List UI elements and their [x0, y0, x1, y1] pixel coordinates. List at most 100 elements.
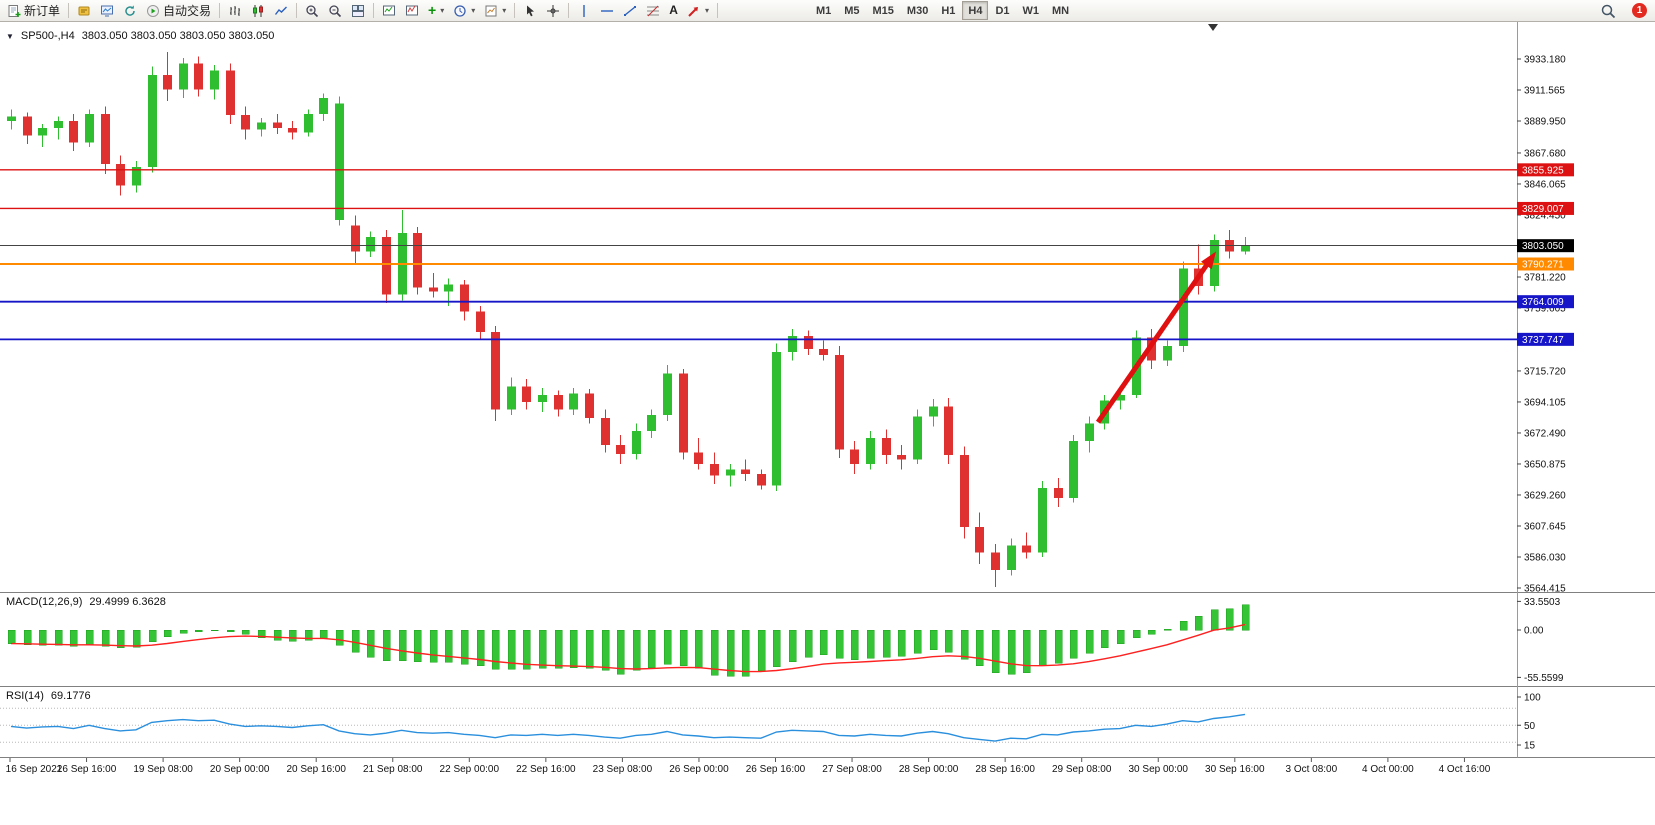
svg-text:33.5503: 33.5503: [1524, 597, 1561, 608]
svg-text:3803.050: 3803.050: [1522, 241, 1564, 252]
bar-chart-icon: [230, 5, 241, 16]
svg-text:3829.007: 3829.007: [1522, 204, 1564, 215]
svg-text:26 Sep 16:00: 26 Sep 16:00: [746, 764, 806, 775]
timeframe-button-mn[interactable]: MN: [1046, 1, 1075, 20]
dropdown-caret-icon: ▾: [440, 5, 445, 15]
metaeditor-button[interactable]: [73, 1, 95, 20]
rsi-line: [10, 713, 1246, 742]
templates-button[interactable]: ▾: [480, 1, 510, 20]
dropdown-caret-icon: ▾: [704, 5, 709, 15]
notification-badge[interactable]: 1: [1632, 3, 1647, 18]
chart-shift-marker[interactable]: [1208, 24, 1218, 31]
svg-text:4 Oct 00:00: 4 Oct 00:00: [1362, 764, 1414, 775]
fibonacci-tool-button[interactable]: [642, 1, 664, 20]
hline-object-3790.271[interactable]: 3790.271: [0, 257, 1574, 271]
chart-canvas[interactable]: 3933.180 3911.565 3889.950 3867.680 3846.065…: [0, 22, 1655, 825]
svg-text:3846.065: 3846.065: [1524, 179, 1566, 190]
svg-text:3781.220: 3781.220: [1524, 272, 1566, 283]
svg-text:3824.450: 3824.450: [1524, 210, 1566, 221]
svg-text:3 Oct 08:00: 3 Oct 08:00: [1285, 764, 1337, 775]
bar-chart-button[interactable]: [224, 1, 246, 20]
zoom-in-icon: [306, 4, 319, 17]
search-icon: [1601, 4, 1616, 18]
toolbar-right-group: 1: [1596, 1, 1652, 20]
zoom-out-button[interactable]: [324, 1, 346, 20]
vertical-line-tool-button[interactable]: [573, 1, 595, 20]
refresh-icon: [125, 4, 135, 16]
new-order-button[interactable]: 新订单: [3, 1, 64, 20]
add-indicator-button[interactable]: + ▾: [424, 1, 448, 20]
svg-text:21 Sep 08:00: 21 Sep 08:00: [363, 764, 423, 775]
hline-object-3855.925[interactable]: 3855.925: [0, 163, 1574, 177]
tile-windows-button[interactable]: [347, 1, 369, 20]
timeframe-toolbar: M1 M5 M15 M30 H1 H4 D1 W1 MN: [810, 1, 1075, 20]
hline-object-3764.009[interactable]: 3764.009: [0, 295, 1574, 309]
metaeditor-icon: [78, 6, 90, 15]
arrows-tool-icon: [688, 6, 698, 17]
plus-icon: +: [428, 2, 437, 18]
svg-text:3790.271: 3790.271: [1522, 260, 1564, 271]
svg-text:3867.680: 3867.680: [1524, 148, 1566, 159]
svg-text:3933.180: 3933.180: [1524, 55, 1566, 66]
new-chart-window-button[interactable]: [401, 1, 423, 20]
crosshair-tool-button[interactable]: [542, 1, 564, 20]
svg-text:16 Sep 16:00: 16 Sep 16:00: [57, 764, 117, 775]
trendline-tool-button[interactable]: [619, 1, 641, 20]
timeframe-button-m15[interactable]: M15: [867, 1, 900, 20]
horizontal-line-tool-button[interactable]: [596, 1, 618, 20]
indicators-window-button[interactable]: [378, 1, 400, 20]
toolbar-separator: [716, 3, 718, 18]
fibonacci-icon: [647, 5, 660, 16]
timeframe-button-d1[interactable]: D1: [989, 1, 1015, 20]
toolbar-separator: [296, 3, 298, 18]
new-order-label: 新订单: [24, 4, 61, 18]
new-order-icon: [8, 4, 21, 17]
timeframe-button-m1[interactable]: M1: [810, 1, 837, 20]
zoom-in-button[interactable]: [301, 1, 323, 20]
svg-text:3694.105: 3694.105: [1524, 397, 1566, 408]
timeframe-button-w1[interactable]: W1: [1017, 1, 1046, 20]
autotrading-button[interactable]: 自动交易: [142, 1, 215, 20]
svg-text:3607.645: 3607.645: [1524, 521, 1566, 532]
new-chart-window-icon: [406, 5, 419, 15]
toolbar-separator: [514, 3, 516, 18]
clock-icon: [454, 4, 466, 17]
line-chart-button[interactable]: [270, 1, 292, 20]
crosshair-icon: [547, 4, 560, 17]
cursor-tool-button[interactable]: [519, 1, 541, 20]
svg-text:15: 15: [1524, 741, 1536, 752]
svg-text:3911.565: 3911.565: [1524, 86, 1565, 97]
macd-signal-line: [10, 623, 1246, 673]
dropdown-caret-icon: ▾: [502, 5, 507, 15]
chart-area[interactable]: 3933.180 3911.565 3889.950 3867.680 3846.065…: [0, 22, 1655, 825]
timeframe-button-h4[interactable]: H4: [962, 1, 989, 20]
svg-text:20 Sep 00:00: 20 Sep 00:00: [210, 764, 270, 775]
svg-text:28 Sep 16:00: 28 Sep 16:00: [975, 764, 1035, 775]
toolbar-separator: [219, 3, 221, 18]
arrows-tool-button[interactable]: ▾: [683, 1, 713, 20]
hline-object-3737.747[interactable]: 3737.747: [0, 332, 1574, 346]
text-tool-button[interactable]: A: [665, 1, 682, 20]
market-watch-button[interactable]: [96, 1, 118, 20]
svg-text:3764.009: 3764.009: [1522, 297, 1564, 308]
timeframe-button-m5[interactable]: M5: [838, 1, 865, 20]
timeframe-button-h1[interactable]: H1: [935, 1, 961, 20]
candlestick-chart-icon: [253, 4, 264, 17]
dropdown-caret-icon: ▾: [471, 5, 476, 15]
svg-text:3889.950: 3889.950: [1524, 117, 1566, 128]
svg-text:3564.415: 3564.415: [1524, 584, 1566, 595]
svg-text:22 Sep 00:00: 22 Sep 00:00: [440, 764, 500, 775]
refresh-button[interactable]: [119, 1, 141, 20]
text-tool-icon: A: [669, 3, 678, 17]
svg-text:50: 50: [1524, 721, 1536, 732]
svg-text:3715.720: 3715.720: [1524, 366, 1566, 377]
search-button[interactable]: [1596, 1, 1620, 20]
timeframe-button-m30[interactable]: M30: [901, 1, 934, 20]
trend-arrow-object[interactable]: [1095, 251, 1216, 424]
svg-text:30 Sep 00:00: 30 Sep 00:00: [1129, 764, 1189, 775]
candlestick-chart-button[interactable]: [247, 1, 269, 20]
periods-button[interactable]: ▾: [449, 1, 479, 20]
hline-object-3829.007[interactable]: 3829.007: [0, 201, 1574, 215]
svg-text:3650.875: 3650.875: [1524, 459, 1566, 470]
